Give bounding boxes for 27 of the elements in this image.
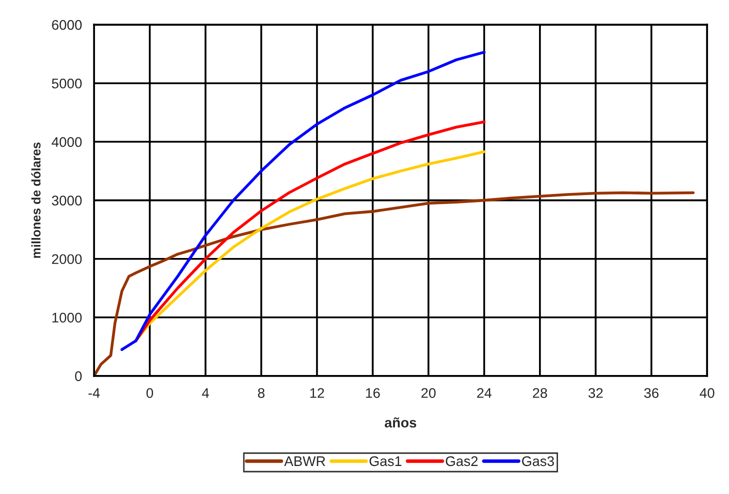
- x-tick-label: -4: [88, 388, 100, 398]
- y-tick-label: 5000: [52, 78, 82, 88]
- x-tick-label: 36: [644, 388, 659, 398]
- line-series: [120, 50, 486, 351]
- x-tick-label: 20: [421, 388, 436, 398]
- legend-label: ABWR: [284, 456, 326, 466]
- y-tick-label: 2000: [52, 254, 82, 264]
- x-tick-label: 0: [146, 388, 154, 398]
- y-tick-label: 0: [75, 371, 82, 382]
- x-tick-label: 28: [532, 388, 548, 398]
- legend-label: Gas3: [522, 456, 554, 466]
- y-tick-label: 1000: [52, 312, 82, 323]
- x-tick-label: 40: [700, 388, 714, 398]
- y-tick-label: 4000: [52, 137, 82, 147]
- x-tick-label: 4: [202, 388, 209, 398]
- x-tick-label: 16: [366, 388, 380, 398]
- legend-label: Gas1: [370, 456, 402, 466]
- line-series: [94, 191, 695, 376]
- y-tick-label: 3000: [52, 196, 82, 206]
- x-tick-label: 8: [258, 388, 265, 398]
- x-axis-title: años: [384, 417, 416, 428]
- y-tick-label: 6000: [52, 20, 82, 30]
- y-axis-title: millones de dólares: [31, 142, 41, 258]
- x-tick-label: 24: [477, 388, 492, 398]
- legend-label: Gas2: [446, 456, 478, 466]
- x-tick-label: 32: [588, 388, 603, 398]
- x-tick-label: 12: [310, 388, 324, 398]
